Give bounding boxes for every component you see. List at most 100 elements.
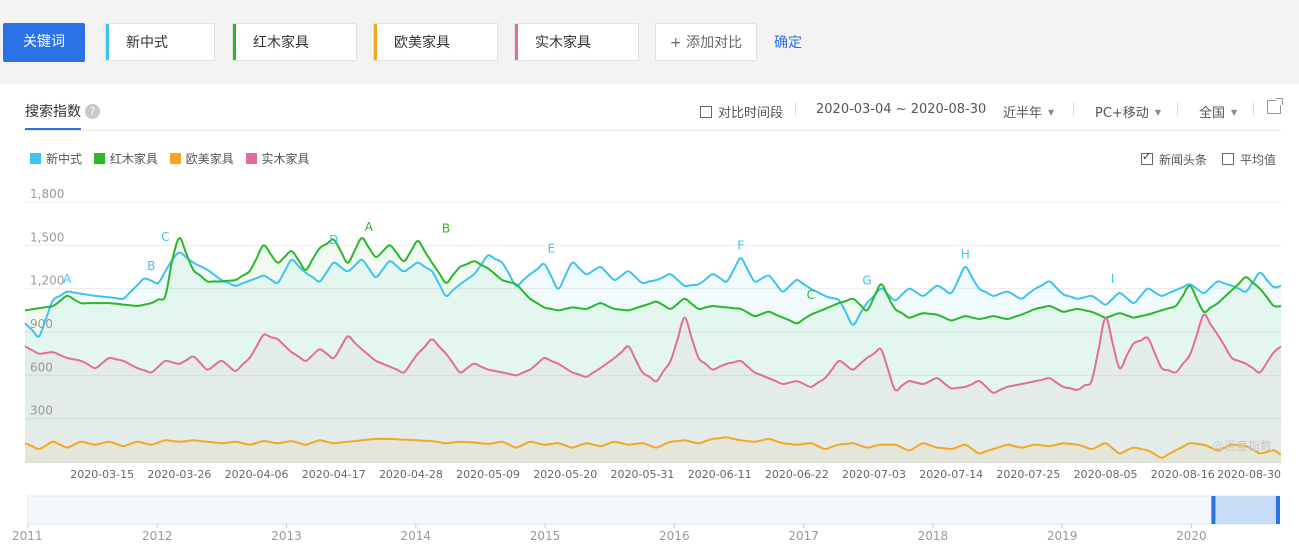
legend-swatch	[169, 153, 181, 164]
navigator-track	[27, 495, 1279, 525]
header-divider	[25, 130, 1281, 131]
x-tick-label: 2020-08-30	[1217, 468, 1281, 481]
news-checkbox[interactable]: 新闻头条	[1141, 150, 1208, 168]
caret-down-icon: ▼	[1231, 108, 1238, 117]
news-annotation: D	[329, 233, 338, 247]
y-tick-label: 600	[30, 360, 53, 374]
y-axis-ticks: 1,800 1,500 1,200 900 600 300	[30, 187, 64, 418]
y-tick-label: 1,800	[30, 187, 64, 201]
chart-watermark: @百度指数	[1212, 438, 1272, 453]
x-tick-label: 2020-04-17	[302, 468, 366, 481]
y-tick-label: 900	[30, 317, 53, 331]
keyword-chip-label: 实木家具	[535, 35, 591, 51]
x-tick-label: 2020-07-25	[996, 468, 1060, 481]
region-select-value: 全国	[1199, 106, 1226, 121]
news-annotation: B	[147, 259, 155, 273]
average-label: 平均值	[1240, 153, 1277, 167]
navigator-year-label: 2016	[659, 529, 690, 543]
separator	[1177, 102, 1178, 116]
keyword-chip-1[interactable]: 红木家具	[232, 23, 357, 61]
x-axis-ticks: 2020-03-15 2020-03-26 2020-04-06 2020-04-17…	[70, 468, 1281, 481]
chart-legend: 新中式 红木家具 欧美家具 实木家具	[30, 150, 318, 167]
navigator-handle-right	[1276, 496, 1280, 524]
x-tick-label: 2020-03-26	[147, 468, 211, 481]
legend-label: 新中式	[46, 152, 83, 166]
navigator-year-label: 2014	[401, 529, 432, 543]
separator	[982, 102, 983, 116]
time-navigator[interactable]: 2011 2012 2013 2014 2015 2016 2017 2018 2019 2020	[12, 495, 1280, 543]
device-select[interactable]: PC+移动 ▼	[1095, 102, 1161, 121]
legend-item-0[interactable]: 新中式	[30, 150, 82, 167]
keyword-button[interactable]: 关键词	[3, 23, 85, 62]
legend-item-3[interactable]: 实木家具	[245, 150, 310, 167]
y-tick-label: 1,500	[30, 230, 64, 244]
news-annotation: E	[547, 242, 555, 256]
navigator-year-label: 2011	[12, 529, 43, 543]
x-tick-label: 2020-05-09	[456, 468, 520, 481]
keyword-chip-3[interactable]: 实木家具	[514, 23, 639, 61]
series-lines	[24, 237, 1282, 459]
x-tick-label: 2020-03-15	[70, 468, 134, 481]
tab-underline	[25, 128, 81, 130]
x-tick-label: 2020-05-20	[533, 468, 597, 481]
x-tick-label: 2020-08-16	[1151, 468, 1215, 481]
news-annotation: B	[442, 221, 450, 235]
legend-swatch	[245, 153, 257, 164]
news-annotation: H	[961, 247, 970, 261]
period-select[interactable]: 近半年 ▼	[1003, 102, 1054, 121]
keyword-color-bar	[233, 24, 236, 60]
series-area-0	[25, 252, 1281, 462]
x-tick-label: 2020-04-06	[225, 468, 289, 481]
x-tick-label: 2020-05-31	[611, 468, 675, 481]
navigator-year-label: 2015	[530, 529, 561, 543]
average-checkbox[interactable]: 平均值	[1222, 151, 1276, 168]
navigator-year-label: 2012	[142, 529, 173, 543]
add-compare-button[interactable]: + 添加对比	[655, 23, 757, 61]
region-select[interactable]: 全国 ▼	[1199, 102, 1237, 121]
news-annotation: A	[365, 220, 374, 234]
question-icon[interactable]: ?	[85, 104, 100, 119]
x-tick-label: 2020-06-22	[765, 468, 829, 481]
separator	[795, 102, 796, 116]
news-annotation: F	[737, 239, 744, 253]
news-annotation: C	[161, 230, 169, 244]
keyword-chip-label: 新中式	[126, 35, 168, 51]
keyword-chip-label: 红木家具	[253, 35, 309, 51]
news-label: 新闻头条	[1159, 153, 1208, 167]
date-range-picker[interactable]: 2020-03-04 ~ 2020-08-30	[816, 102, 987, 117]
caret-down-icon: ▼	[1048, 108, 1055, 117]
navigator-year-label: 2020	[1176, 529, 1207, 543]
compare-period-label: 对比时间段	[718, 106, 784, 121]
legend-item-1[interactable]: 红木家具	[93, 150, 158, 167]
keyword-color-bar	[106, 24, 109, 60]
news-annotation: I	[1111, 272, 1115, 286]
separator	[1073, 102, 1074, 116]
keyword-chip-2[interactable]: 欧美家具	[373, 23, 498, 61]
x-tick-label: 2020-07-14	[919, 468, 983, 481]
series-areas	[25, 238, 1281, 462]
keyword-bar: 关键词 新中式 红木家具 欧美家具 实木家具 + 添加对比 确定	[0, 0, 1299, 84]
x-tick-label: 2020-08-05	[1074, 468, 1138, 481]
legend-item-2[interactable]: 欧美家具	[169, 150, 234, 167]
news-annotation: G	[862, 273, 871, 287]
keyword-chip-label: 欧美家具	[394, 35, 450, 51]
legend-swatch	[30, 153, 41, 164]
checkbox-icon	[700, 106, 712, 118]
tab-search-index[interactable]: 搜索指数?	[25, 101, 100, 121]
legend-swatch	[93, 153, 105, 164]
external-link-icon[interactable]	[1267, 98, 1283, 114]
navigator-handle-left	[1211, 496, 1216, 524]
device-select-value: PC+移动	[1095, 106, 1149, 121]
compare-period-checkbox[interactable]: 对比时间段	[700, 102, 783, 121]
keyword-chip-0[interactable]: 新中式	[105, 23, 215, 61]
series-line-3	[24, 313, 1282, 394]
series-line-2	[24, 436, 1282, 459]
navigator-selection	[1213, 496, 1278, 524]
checkbox-icon	[1222, 153, 1234, 165]
legend-label: 红木家具	[109, 152, 158, 166]
navigator-year-label: 2017	[788, 529, 819, 543]
confirm-link[interactable]: 确定	[774, 35, 802, 51]
y-tick-label: 300	[30, 404, 53, 418]
chart-grid	[25, 201, 1281, 463]
